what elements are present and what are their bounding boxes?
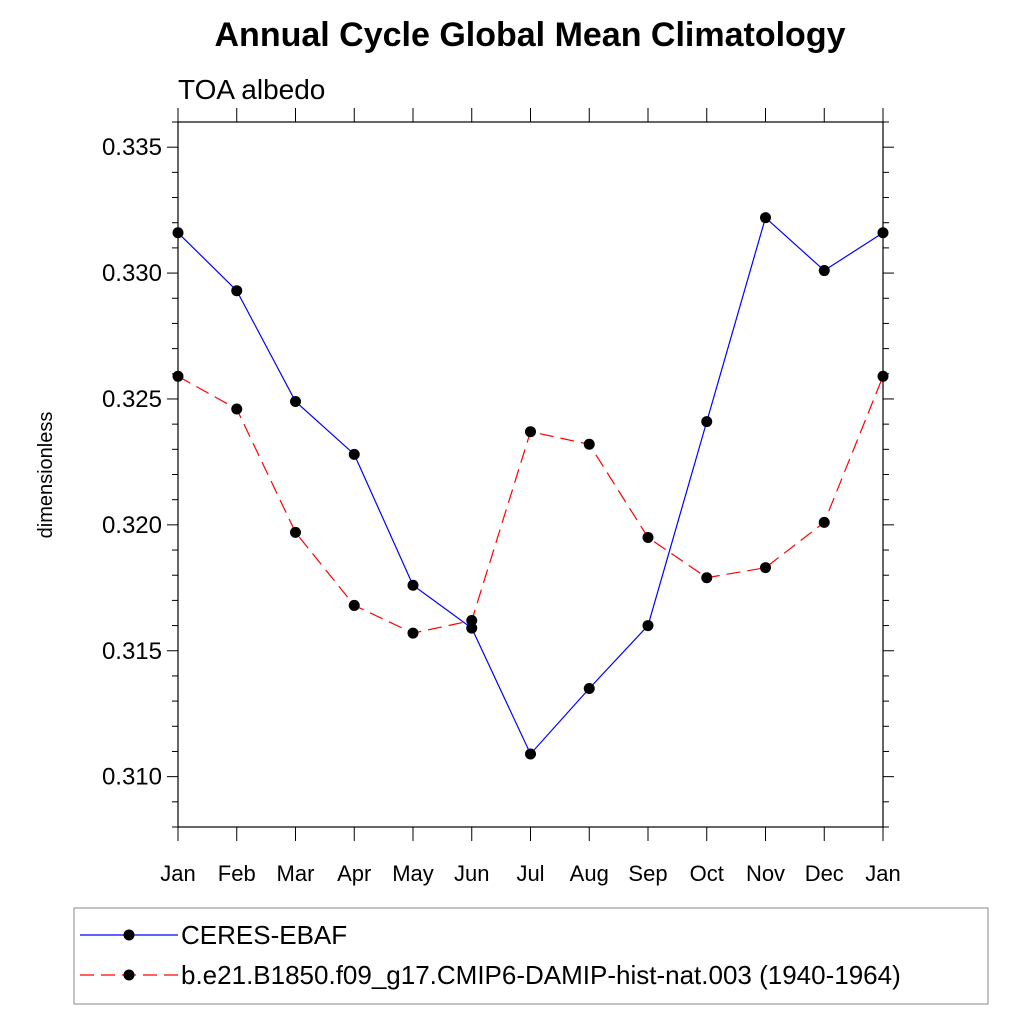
- x-tick-label: Jan: [865, 861, 900, 886]
- series-line-1: [177, 375, 884, 634]
- series-0-point: [818, 265, 830, 277]
- series-1-point: [760, 562, 771, 574]
- series-1-point: [701, 572, 713, 584]
- series-line-0: [177, 216, 884, 756]
- x-axis-ticks: Jan Feb Mar Apr May Jun Jul Aug Sep Oct Nov Dec Jan: [160, 108, 901, 886]
- y-tick-label: 0.330: [102, 260, 162, 287]
- y-axis-label: dimensionless: [35, 412, 57, 539]
- x-tick-label: May: [392, 861, 434, 886]
- x-tick-label: Sep: [628, 861, 667, 886]
- y-tick-label: 0.325: [102, 386, 162, 413]
- x-tick-label: Apr: [337, 861, 371, 886]
- y-tick-label: 0.335: [102, 134, 162, 161]
- legend-box: [73, 907, 989, 1005]
- x-tick-label: Oct: [690, 861, 724, 886]
- series-1-point: [172, 370, 184, 382]
- series-0-point: [642, 620, 654, 632]
- x-tick-label: Jun: [454, 861, 489, 886]
- x-tick-label: Nov: [746, 861, 785, 886]
- series-0-point: [525, 748, 536, 760]
- series-1-point: [290, 526, 301, 538]
- x-tick-label: Jul: [516, 861, 544, 886]
- chart-title: Annual Cycle Global Mean Climatology: [215, 16, 846, 54]
- series-0-point: [290, 395, 301, 407]
- chart-subtitle: TOA albedo: [178, 74, 325, 105]
- legend-marker-1: [123, 969, 135, 981]
- series-1-point: [407, 627, 419, 639]
- series-0-point: [701, 416, 713, 428]
- series-1-point: [642, 531, 654, 543]
- y-axis-ticks: 0.310 0.315 0.320 0.325 0.330 0.335: [102, 121, 894, 828]
- x-tick-label: Dec: [805, 861, 844, 886]
- series-1-point: [583, 438, 595, 450]
- legend-marker-0: [123, 929, 135, 941]
- x-tick-label: Feb: [218, 861, 256, 886]
- series-0-point: [877, 227, 889, 239]
- series-0-point: [348, 448, 360, 460]
- y-tick-label: 0.315: [102, 638, 162, 665]
- legend: CERES-EBAF b.e21.B1850.f09_g17.CMIP6-DAMI…: [80, 920, 901, 990]
- series-0-point: [760, 212, 771, 224]
- legend-label-0: CERES-EBAF: [181, 920, 347, 950]
- series-0-point: [583, 683, 595, 695]
- series-0-point: [172, 227, 184, 239]
- series-1-point: [231, 403, 243, 415]
- series-1-point: [525, 426, 536, 438]
- x-tick-label: Aug: [570, 861, 609, 886]
- series-1-point: [818, 516, 830, 528]
- y-tick-label: 0.320: [102, 512, 162, 539]
- series-layer: [172, 212, 889, 760]
- legend-label-1: b.e21.B1850.f09_g17.CMIP6-DAMIP-hist-nat…: [181, 960, 901, 990]
- series-1-point: [877, 370, 889, 382]
- series-0-point: [466, 622, 478, 634]
- y-tick-label: 0.310: [102, 764, 162, 791]
- series-1-point: [466, 615, 478, 627]
- series-1-point: [348, 599, 360, 611]
- series-0-point: [231, 285, 243, 297]
- series-0-point: [407, 579, 419, 591]
- x-tick-label: Jan: [160, 861, 195, 886]
- x-tick-label: Mar: [277, 861, 315, 886]
